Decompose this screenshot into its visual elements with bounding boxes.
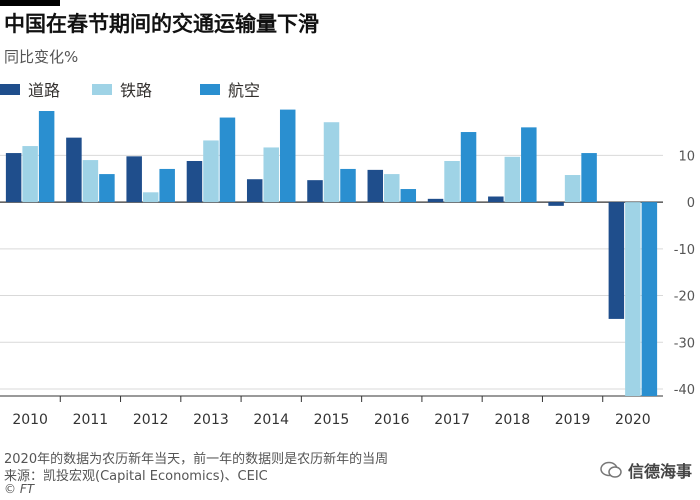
legend-swatch-air — [200, 83, 220, 95]
bar-2010-1 — [22, 146, 38, 203]
bar-2016-2 — [400, 189, 417, 203]
x-tick-label: 2010 — [12, 412, 48, 428]
bar-2017-2 — [460, 132, 477, 203]
bar-2013-0 — [186, 160, 203, 203]
x-tick-label: 2018 — [494, 412, 530, 428]
x-tick-label: 2014 — [253, 412, 289, 428]
bar-2010-2 — [38, 111, 55, 203]
legend-item-road: 道路 — [0, 77, 60, 101]
bar-2012-1 — [142, 192, 159, 203]
bar-2018-1 — [504, 156, 521, 203]
bar-2015-0 — [307, 180, 323, 203]
chart-subtitle: 同比变化% — [4, 48, 79, 66]
footnote: 2020年的数据为农历新年当天，前一年的数据则是农历新年的当周 — [4, 452, 389, 467]
legend-swatch-rail — [92, 83, 112, 95]
x-tick-label: 2019 — [555, 412, 591, 428]
x-tick-label: 2013 — [193, 412, 229, 428]
y-tick-label: -30 — [674, 336, 695, 351]
bar-2019-2 — [581, 153, 597, 203]
bar-2020-1 — [625, 202, 641, 396]
bar-2013-2 — [219, 117, 236, 203]
legend-label-rail: 铁路 — [120, 81, 153, 100]
bar-2020-0 — [608, 202, 625, 319]
title-rule — [0, 0, 60, 6]
bar-2019-1 — [564, 175, 581, 203]
bar-2018-2 — [521, 127, 537, 203]
bar-2017-0 — [427, 198, 444, 203]
legend-item-air: 航空 — [200, 77, 260, 101]
bar-2013-1 — [203, 140, 219, 203]
bar-2014-1 — [263, 147, 279, 203]
y-tick-label: -20 — [674, 290, 695, 305]
legend-label-air: 航空 — [228, 81, 261, 100]
bar-2012-2 — [159, 168, 175, 203]
legend-label-road: 道路 — [28, 81, 61, 100]
y-tick-label: 0 — [687, 196, 695, 211]
chart-title: 中国在春节期间的交通运输量下滑 — [4, 12, 319, 36]
x-tick-label: 2011 — [73, 412, 109, 428]
bar-2014-0 — [246, 179, 263, 203]
bar-2014-2 — [279, 109, 296, 203]
y-tick-label: -40 — [674, 383, 695, 398]
legend-item-rail: 铁路 — [92, 77, 152, 101]
bar-2016-1 — [384, 174, 400, 203]
bar-2012-0 — [126, 156, 142, 203]
bar-2010-0 — [5, 153, 22, 203]
chat-bubble-icon — [600, 461, 622, 478]
bar-2015-1 — [323, 122, 340, 203]
x-tick-label: 2012 — [133, 412, 169, 428]
bar-2020-2 — [641, 202, 658, 396]
legend-swatch-road — [0, 83, 20, 95]
y-tick-label: -10 — [674, 243, 695, 258]
copyright: © FT — [4, 482, 35, 496]
bar-2011-1 — [82, 160, 99, 203]
x-tick-label: 2017 — [434, 412, 470, 428]
bar-2018-0 — [488, 196, 504, 203]
legend: 道路 铁路 航空 — [0, 77, 420, 101]
x-tick-label: 2020 — [615, 412, 651, 428]
bar-2016-0 — [367, 169, 384, 203]
x-tick-label: 2015 — [314, 412, 350, 428]
source-note: 来源：凯投宏观(Capital Economics)、CEIC — [4, 469, 268, 484]
bar-2011-0 — [66, 137, 82, 203]
watermark-text: 信德海事 — [627, 462, 692, 481]
watermark: 信德海事 — [600, 458, 692, 482]
bar-2019-0 — [548, 202, 564, 206]
y-tick-label: 10 — [678, 149, 695, 164]
bar-2017-1 — [444, 160, 460, 203]
bar-2015-2 — [340, 168, 356, 203]
bar-2011-2 — [99, 174, 115, 203]
x-tick-label: 2016 — [374, 412, 410, 428]
